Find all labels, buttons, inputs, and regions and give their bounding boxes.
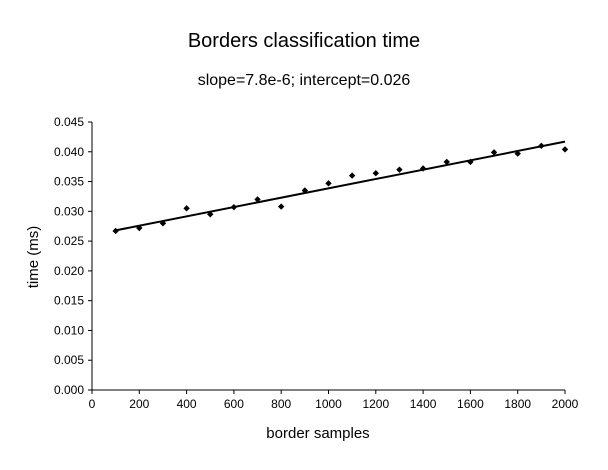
y-tick-label: 0.030 bbox=[54, 204, 84, 218]
x-tick-label: 1400 bbox=[410, 397, 437, 411]
data-point bbox=[159, 220, 167, 227]
x-tick-label: 1800 bbox=[504, 397, 531, 411]
data-point bbox=[301, 187, 309, 194]
data-point bbox=[561, 146, 569, 153]
x-tick-label: 0 bbox=[89, 397, 96, 411]
y-tick-label: 0.045 bbox=[54, 115, 84, 129]
y-tick-label: 0.035 bbox=[54, 175, 84, 189]
x-tick-label: 800 bbox=[271, 397, 291, 411]
data-point bbox=[183, 205, 190, 212]
x-tick-label: 600 bbox=[224, 397, 244, 411]
y-tick-label: 0.010 bbox=[54, 323, 84, 337]
data-point bbox=[325, 180, 332, 187]
x-tick-label: 1200 bbox=[362, 397, 389, 411]
y-tick-label: 0.005 bbox=[54, 353, 84, 367]
chart-subtitle: slope=7.8e-6; intercept=0.026 bbox=[197, 72, 411, 89]
trendline-group bbox=[115, 140, 566, 232]
data-point bbox=[443, 158, 450, 166]
data-point bbox=[538, 142, 545, 150]
data-point bbox=[396, 166, 403, 173]
x-tick-label: 2000 bbox=[552, 397, 579, 411]
data-point bbox=[514, 150, 521, 157]
tick-labels: 0 200 400 600 800 1000 1200 1400 1600 1800 2000 0.0… bbox=[54, 115, 579, 411]
data-point bbox=[207, 211, 214, 218]
y-tick-label: 0.025 bbox=[54, 234, 84, 248]
x-axis-label: border samples bbox=[266, 425, 369, 442]
y-axis-label: time (ms) bbox=[25, 226, 42, 289]
data-point bbox=[112, 227, 119, 235]
y-tick-label: 0.000 bbox=[54, 383, 84, 397]
trendline bbox=[115, 140, 566, 232]
data-point bbox=[136, 224, 143, 232]
x-tick-label: 200 bbox=[129, 397, 149, 411]
data-point bbox=[230, 203, 238, 211]
axes bbox=[88, 121, 566, 394]
data-point bbox=[419, 165, 427, 172]
data-point bbox=[372, 170, 379, 177]
data-point bbox=[467, 158, 474, 166]
chart-title: Borders classification time bbox=[187, 30, 421, 52]
data-point bbox=[348, 172, 356, 179]
data-points bbox=[112, 142, 569, 235]
y-tick-label: 0.015 bbox=[54, 294, 84, 308]
data-point bbox=[278, 203, 285, 210]
x-tick-label: 400 bbox=[177, 397, 197, 411]
data-point bbox=[490, 149, 498, 156]
data-point bbox=[254, 196, 261, 203]
y-tick-label: 0.020 bbox=[54, 264, 84, 278]
x-tick-label: 1000 bbox=[315, 397, 342, 411]
x-tick-label: 1600 bbox=[457, 397, 484, 411]
y-tick-label: 0.040 bbox=[54, 145, 84, 159]
